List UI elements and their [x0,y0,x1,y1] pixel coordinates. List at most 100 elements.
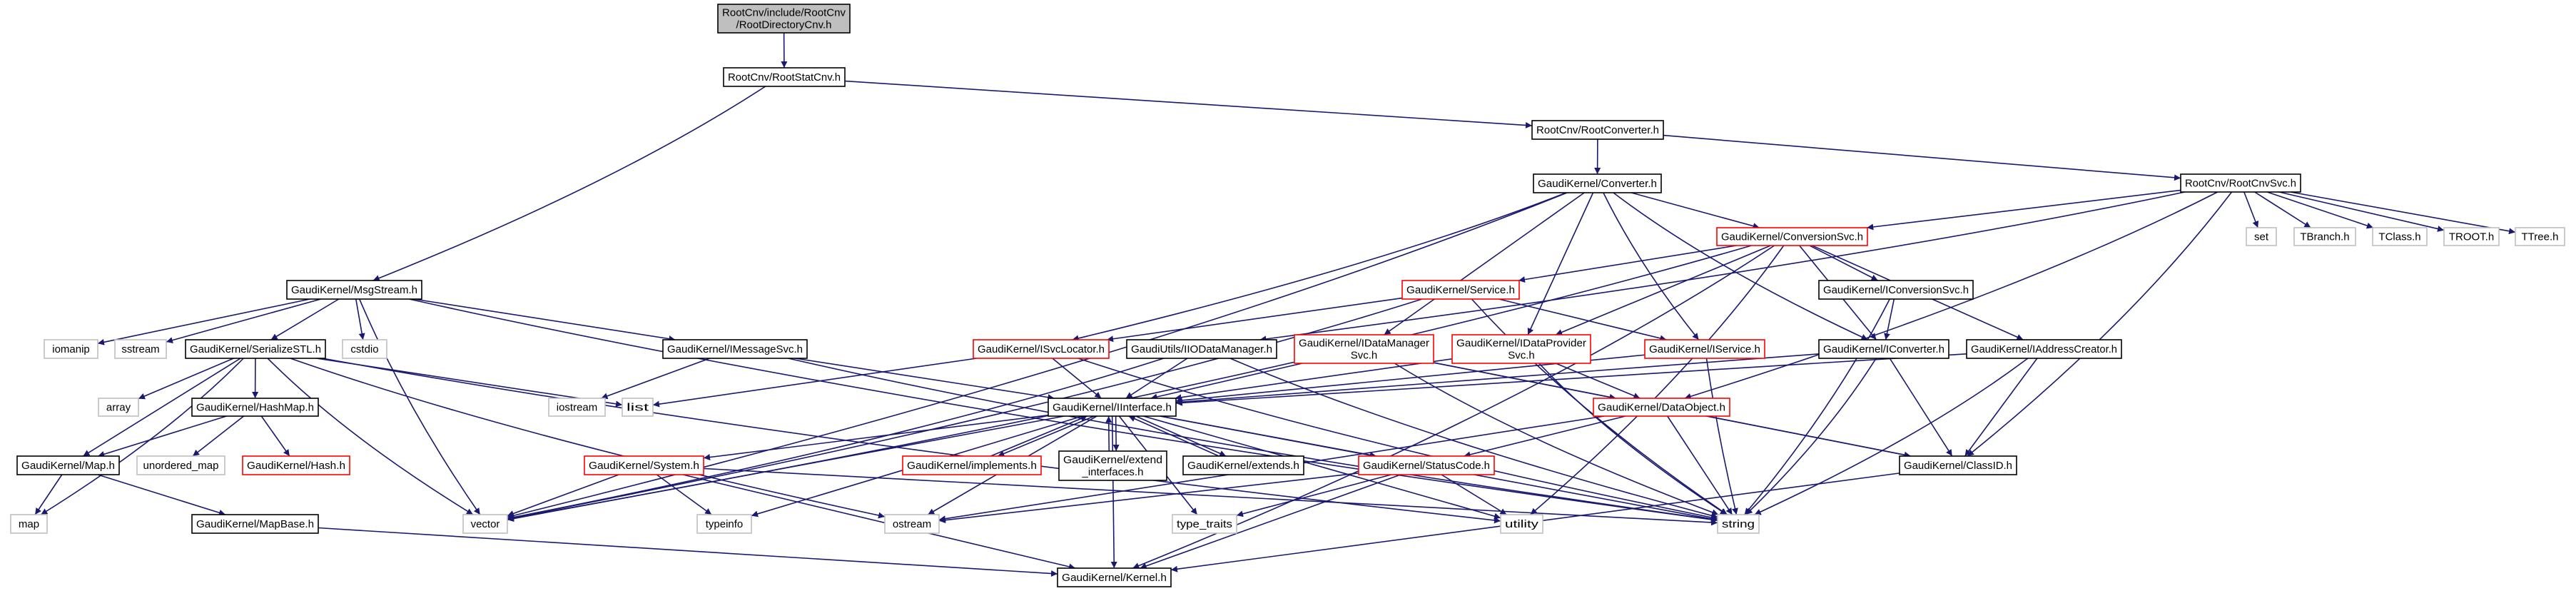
edge-HashMap-to-Hash [260,415,290,457]
node-Converter[interactable]: GaudiKernel/Converter.h [1533,173,1662,193]
node-unordered_map[interactable]: unordered_map [136,455,225,475]
node-typeinfo[interactable]: typeinfo [696,514,752,534]
node-HashMap[interactable]: GaudiKernel/HashMap.h [191,398,319,417]
edge-IConversionSvc-to-IConverter [1884,298,1895,340]
edge-MsgStream-to-sstream [166,298,321,343]
node-box [2246,227,2277,246]
node-label: cstdio [350,343,378,355]
node-StatusCode[interactable]: GaudiKernel/StatusCode.h [1358,455,1495,475]
edge-IInterface-to-extend_interfaces [1112,415,1120,452]
node-IIODataManager[interactable]: GaudiUtils/IIODataManager.h [1126,339,1277,359]
edge-MsgStream-to-cstdio [355,298,365,340]
node-TTree[interactable]: TTree.h [2515,227,2565,246]
node-box [98,398,139,417]
node-utility[interactable]: utility [1500,514,1543,534]
edges-layer [34,32,2516,577]
node-TBranch[interactable]: TBranch.h [2293,227,2356,246]
edge-implements-to-IInterface [990,415,1087,457]
node-IConverter[interactable]: GaudiKernel/IConverter.h [1818,339,1949,359]
node-RootCnvSvc[interactable]: RootCnv/RootCnvSvc.h [2180,173,2301,193]
edge-RootCnvSvc-to-ConversionSvc [1867,189,2181,231]
node-ostream[interactable]: ostream [884,514,940,534]
node-map[interactable]: map [10,514,48,534]
node-IMessageSvc[interactable]: GaudiKernel/IMessageSvc.h [662,339,808,359]
node-array[interactable]: array [98,398,139,417]
node-IConversionSvc[interactable]: GaudiKernel/IConversionSvc.h [1818,280,1974,300]
node-label: typeinfo [706,518,744,530]
node-label: GaudiKernel/ConversionSvc.h [1721,231,1863,243]
node-label: type_traits [1177,518,1232,530]
node-Hash[interactable]: GaudiKernel/Hash.h [242,455,350,475]
node-label: GaudiKernel/extend [1063,454,1162,466]
edge-HashMap-to-Map [98,415,227,458]
node-sstream[interactable]: sstream [114,339,167,359]
node-ClassID[interactable]: GaudiKernel/ClassID.h [1899,455,2017,475]
node-label: Svc.h [1508,350,1535,362]
node-SerializeSTL[interactable]: GaudiKernel/SerializeSTL.h [185,339,326,359]
node-RootDirectoryCnv[interactable]: RootCnv/include/RootCnv/RootDirectoryCnv… [717,4,851,34]
node-label: utility [1505,518,1539,530]
edge-IMessageSvc-to-string [788,358,1718,523]
node-label: GaudiKernel/Converter.h [1538,178,1657,190]
node-ISvcLocator[interactable]: GaudiKernel/ISvcLocator.h [973,339,1110,359]
edge-Service-to-vector [507,298,1423,521]
edge-RootCnvSvc-to-TROOT [2278,191,2445,232]
node-label: GaudiKernel/Hash.h [247,460,345,472]
edge-DataObject-to-StatusCode [1464,415,1626,458]
node-box [548,398,606,417]
node-DataObject[interactable]: GaudiKernel/DataObject.h [1593,398,1730,417]
node-IInterface[interactable]: GaudiKernel/IInterface.h [1048,398,1177,417]
node-IService[interactable]: GaudiKernel/IService.h [1644,339,1765,359]
node-RootStatCnv[interactable]: RootCnv/RootStatCnv.h [723,67,846,87]
node-MapBase[interactable]: GaudiKernel/MapBase.h [191,514,319,534]
node-box [191,514,319,534]
node-Kernel[interactable]: GaudiKernel/Kernel.h [1057,567,1172,587]
node-box [1048,398,1177,417]
node-Map[interactable]: GaudiKernel/Map.h [16,455,120,475]
edge-IConverter-to-IInterface [1175,353,1820,405]
edge-Service-to-IService [1499,298,1667,342]
node-box [2372,227,2428,246]
edge-ISvcLocator-to-IInterface [1052,358,1102,399]
node-System[interactable]: GaudiKernel/System.h [584,455,704,475]
node-box [717,4,851,34]
node-RootConverter[interactable]: RootCnv/RootConverter.h [1531,120,1664,140]
node-list[interactable]: list [622,398,654,417]
edge-RootCnvSvc-to-DataObject [1684,191,2218,400]
node-label: iostream [557,402,598,414]
node-implements[interactable]: GaudiKernel/implements.h [902,455,1042,475]
node-MsgStream[interactable]: GaudiKernel/MsgStream.h [286,280,422,300]
edge-MsgStream-to-IMessageSvc [413,298,676,343]
node-box [286,280,422,300]
edge-IService-to-string [1705,358,1738,515]
node-box [136,455,225,475]
edge-ConversionSvc-to-utility [1530,245,1785,515]
node-label: _interfaces.h [1082,466,1144,478]
node-extend_interfaces[interactable]: GaudiKernel/extend_interfaces.h [1058,450,1167,481]
edge-IMessageSvc-to-IInterface [795,358,1055,401]
edge-MsgStream-to-SerializeSTL [270,298,340,340]
node-cstdio[interactable]: cstdio [342,339,387,359]
node-ConversionSvc[interactable]: GaudiKernel/ConversionSvc.h [1716,227,1868,246]
node-box [1593,398,1730,417]
edge-ConversionSvc-to-IDataProviderSvc [1555,245,1771,335]
node-TROOT[interactable]: TROOT.h [2443,227,2500,246]
node-iomanip[interactable]: iomanip [44,339,98,359]
edge-RootCnvSvc-to-TClass [2266,191,2374,229]
node-IAddressCreator[interactable]: GaudiKernel/IAddressCreator.h [1966,339,2122,359]
node-type_traits[interactable]: type_traits [1172,514,1237,534]
node-vector[interactable]: vector [462,514,508,534]
node-label: sstream [121,343,159,355]
edge-SerializeSTL-to-vector [267,358,474,515]
node-label: TClass.h [2378,231,2420,243]
edge-IIODataManager-to-IInterface [1125,358,1188,399]
node-string[interactable]: string [1717,514,1760,534]
node-iostream[interactable]: iostream [548,398,606,417]
node-set[interactable]: set [2246,227,2277,246]
node-TClass[interactable]: TClass.h [2372,227,2428,246]
edge-SerializeSTL-to-Map [83,358,241,457]
node-extends[interactable]: GaudiKernel/extends.h [1182,455,1304,475]
node-Service[interactable]: GaudiKernel/Service.h [1401,280,1520,300]
